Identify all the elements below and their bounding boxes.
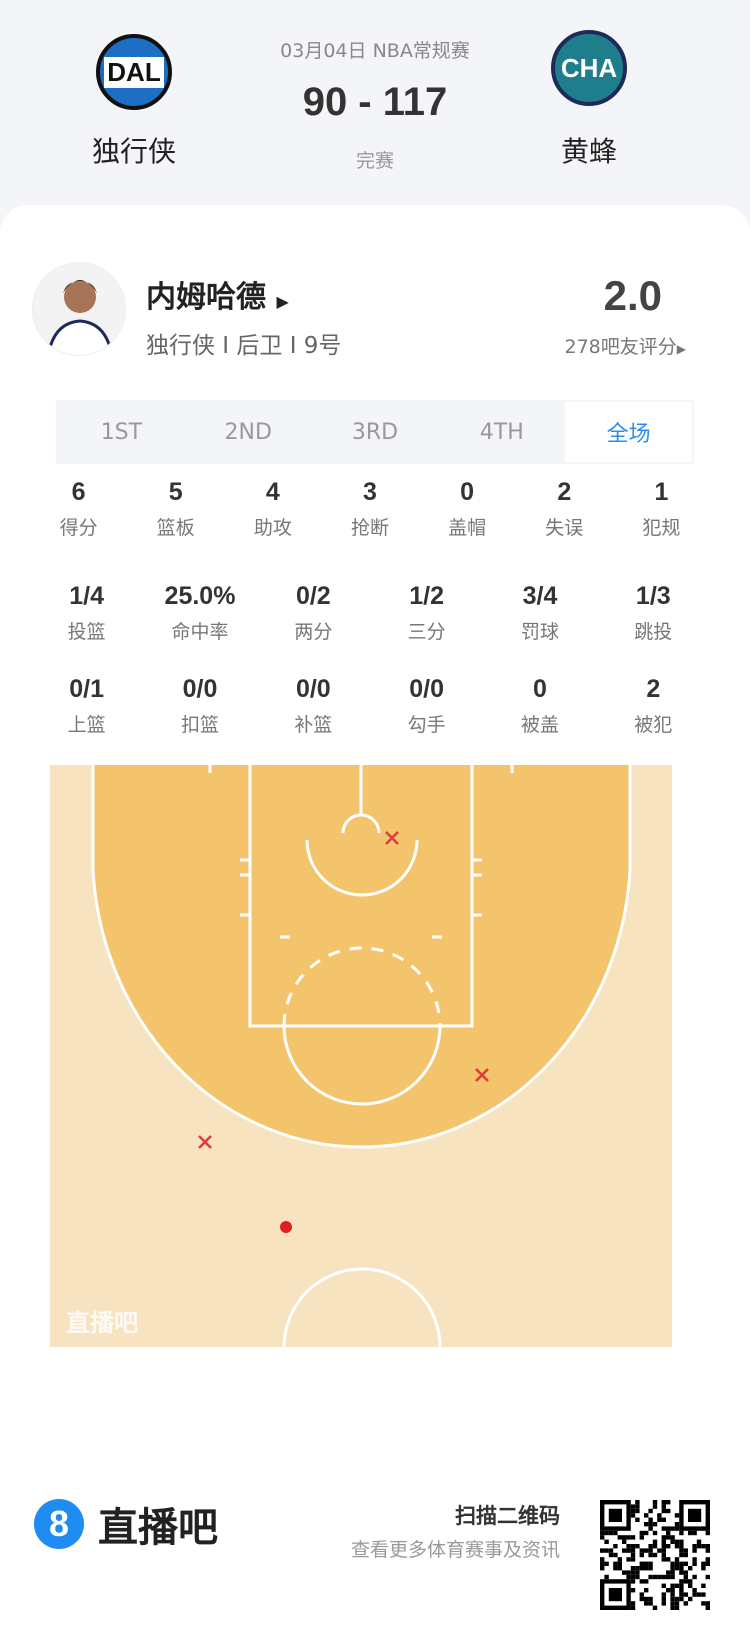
- match-status: 完赛: [355, 150, 394, 172]
- stat-value: 6: [71, 478, 86, 506]
- match-score: 90 - 117: [302, 80, 448, 124]
- caret-right-icon: ▶: [276, 292, 289, 311]
- stat-cell: 25.0% 命中率: [143, 582, 256, 644]
- stat-label: 三分: [407, 621, 446, 643]
- tab-4th[interactable]: 4TH: [479, 419, 524, 445]
- stat-value: 25.0%: [164, 582, 236, 610]
- stat-cell: 3 抢断: [321, 478, 418, 540]
- stat-cell: 0 被盖: [483, 675, 596, 737]
- brand-8-icon: 8: [34, 1499, 84, 1549]
- stat-label: 助攻: [253, 517, 292, 539]
- away-team-name[interactable]: 黄蜂: [560, 135, 617, 168]
- shot-made-marker: [280, 1221, 292, 1233]
- stat-value: 0: [533, 675, 547, 703]
- stat-cell: 0/0 扣篮: [143, 675, 256, 737]
- stat-label: 罚球: [520, 621, 559, 643]
- stat-value: 0/2: [295, 582, 331, 610]
- stat-label: 被盖: [520, 714, 559, 736]
- shot-chart-court: 直播吧: [50, 765, 672, 1347]
- three-point-area: [93, 765, 630, 1148]
- stat-value: 0/0: [295, 675, 331, 703]
- court-lines: [91, 765, 632, 1347]
- stat-cell: 3/4 罚球: [483, 582, 596, 644]
- player-avatar[interactable]: [32, 262, 126, 356]
- match-date: 03月04日 NBA常规赛: [280, 40, 470, 62]
- stat-cell: 0/0 勾手: [370, 675, 483, 737]
- shot-missed-marker: [198, 1135, 212, 1149]
- ratings-link[interactable]: 278吧友评分▶: [564, 336, 687, 358]
- stat-value: 1/2: [409, 582, 445, 610]
- scan-subtitle: 查看更多体育赛事及资讯: [350, 1539, 560, 1561]
- stat-cell: 1/4 投篮: [30, 582, 143, 644]
- stat-value: 0/0: [182, 675, 218, 703]
- stat-cell: 1/3 跳投: [597, 582, 710, 644]
- match-header: DAL 独行侠 03月04日 NBA常规赛 90 - 117 完赛 CHA 黄蜂: [0, 0, 750, 210]
- scan-title: 扫描二维码: [455, 1504, 560, 1528]
- stat-label: 篮板: [156, 517, 195, 539]
- stat-label: 抢断: [350, 517, 389, 539]
- home-team-name[interactable]: 独行侠: [91, 135, 176, 168]
- stat-cell: 2 被犯: [597, 675, 710, 737]
- caret-right-icon: ▶: [676, 342, 686, 356]
- stat-label: 跳投: [634, 621, 673, 643]
- stat-value: 4: [265, 478, 280, 506]
- stat-cell: 5 篮板: [127, 478, 224, 540]
- stat-value: 0/0: [409, 675, 445, 703]
- stat-value: 0: [460, 478, 475, 506]
- stat-label: 上篮: [67, 714, 106, 736]
- stat-label: 盖帽: [448, 517, 487, 539]
- player-meta: 独行侠 I 后卫 I 9号: [146, 333, 342, 359]
- tab-full-game[interactable]: 全场: [565, 402, 692, 462]
- shot-missed-marker: [475, 1068, 489, 1082]
- tab-2nd[interactable]: 2ND: [224, 419, 272, 445]
- stat-label: 补篮: [294, 714, 333, 736]
- stat-label: 投篮: [67, 621, 106, 643]
- stat-cell: 0/1 上篮: [30, 675, 143, 737]
- court-watermark: 直播吧: [66, 1309, 138, 1337]
- shot-missed-marker: [385, 831, 399, 845]
- stat-value: 2: [557, 478, 572, 506]
- cha-team-logo[interactable]: CHA: [551, 30, 627, 106]
- stats-row-basic: 6 得分 5 篮板 4 助攻 3 抢断 0 盖帽 2 失误 1 犯规: [30, 478, 710, 540]
- stat-label: 扣篮: [180, 714, 219, 736]
- stat-cell: 1 犯规: [613, 478, 710, 540]
- dal-team-logo[interactable]: DAL: [96, 34, 172, 110]
- stat-cell: 0/2 两分: [257, 582, 370, 644]
- stat-value: 0/1: [69, 675, 105, 703]
- stat-label: 犯规: [642, 517, 681, 539]
- qr-code: [600, 1500, 710, 1610]
- stats-row-shot-types: 0/1 上篮 0/0 扣篮 0/0 补篮 0/0 勾手 0 被盖 2 被犯: [30, 675, 710, 737]
- stat-cell: 4 助攻: [224, 478, 321, 540]
- tab-1st[interactable]: 1ST: [100, 419, 143, 445]
- stat-cell: 0/0 补篮: [257, 675, 370, 737]
- stat-label: 勾手: [407, 714, 446, 736]
- stat-label: 被犯: [634, 714, 673, 736]
- stat-cell: 6 得分: [30, 478, 127, 540]
- period-tabs: 1ST 2ND 3RD 4TH 全场: [56, 400, 694, 464]
- stat-label: 失误: [545, 517, 584, 539]
- stat-value: 3: [363, 478, 377, 506]
- stat-value: 2: [646, 675, 661, 703]
- stat-value: 1/4: [69, 582, 105, 610]
- stats-row-shooting: 1/4 投篮 25.0% 命中率 0/2 两分 1/2 三分 3/4 罚球 1/3 跳投: [30, 582, 710, 644]
- stat-cell: 2 失误: [516, 478, 613, 540]
- brand-logo: 8 直播吧: [34, 1495, 218, 1553]
- player-rating: 2.0: [603, 272, 662, 319]
- stat-cell: 0 盖帽: [419, 478, 516, 540]
- stat-value: 3/4: [522, 582, 558, 610]
- stat-label: 两分: [294, 621, 333, 643]
- stat-value: 1/3: [635, 582, 671, 610]
- stat-value: 5: [168, 478, 183, 506]
- stat-cell: 1/2 三分: [370, 582, 483, 644]
- player-name-link[interactable]: 内姆哈德 ▶: [146, 280, 289, 315]
- stat-label: 命中率: [171, 621, 229, 643]
- brand-name: 直播吧: [98, 1505, 218, 1551]
- stat-value: 1: [654, 478, 669, 506]
- tab-3rd[interactable]: 3RD: [351, 419, 399, 445]
- stat-label: 得分: [59, 517, 98, 539]
